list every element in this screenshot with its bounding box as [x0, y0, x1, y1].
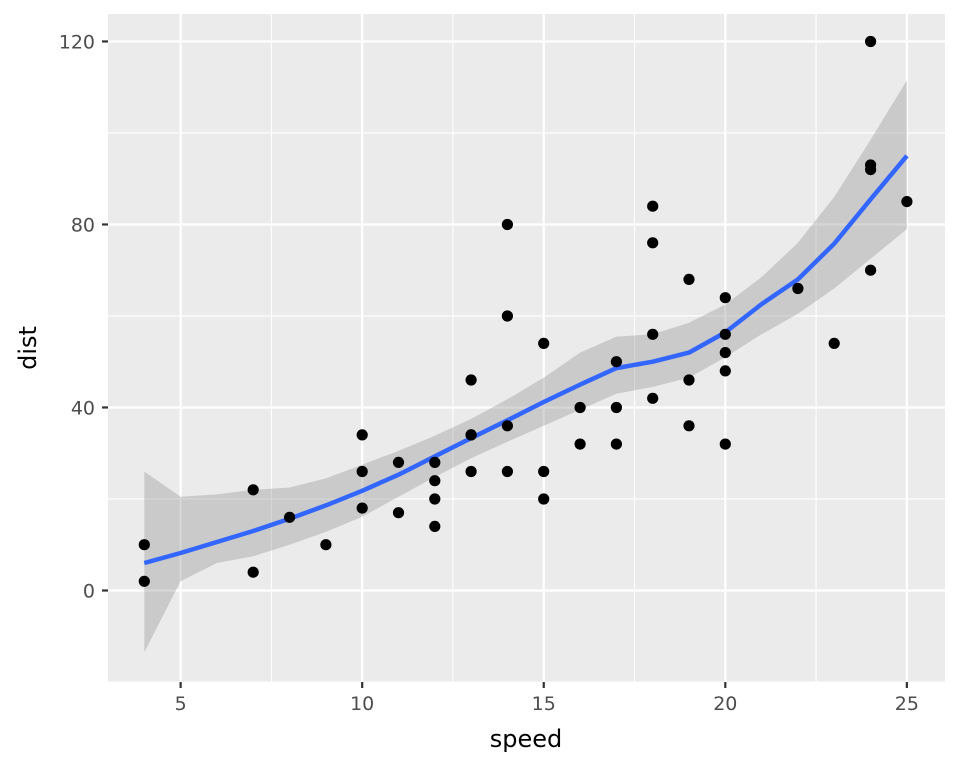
data-point — [719, 365, 731, 377]
data-point — [865, 264, 877, 276]
data-point — [465, 429, 477, 441]
data-point — [538, 465, 550, 478]
data-point — [719, 292, 731, 304]
x-tick-label: 25 — [895, 693, 919, 715]
data-point — [247, 484, 259, 496]
data-point — [501, 420, 513, 432]
x-tick-label: 20 — [713, 693, 737, 715]
data-point — [429, 520, 441, 533]
data-point — [865, 159, 877, 171]
x-tick-label: 5 — [175, 693, 187, 715]
data-point — [610, 438, 623, 450]
data-point — [429, 456, 441, 468]
data-point — [610, 401, 623, 414]
data-point — [356, 429, 368, 441]
data-point — [683, 273, 695, 285]
data-point — [138, 539, 150, 551]
data-point — [284, 511, 296, 523]
data-point — [901, 196, 913, 208]
data-point — [465, 374, 477, 386]
smooth-line — [143, 154, 909, 566]
data-point — [719, 438, 731, 450]
y-tick-label: 120 — [59, 31, 95, 53]
grid-minor — [108, 14, 945, 683]
data-point — [647, 237, 659, 249]
data-point — [392, 507, 405, 519]
plot-panel — [108, 14, 945, 682]
y-tick-label: 80 — [71, 214, 95, 236]
data-point — [647, 392, 659, 404]
data-point — [247, 566, 259, 578]
data-point — [356, 502, 368, 514]
data-point — [683, 420, 695, 432]
data-point — [828, 337, 840, 349]
x-axis: 5 10 15 20 25 — [175, 682, 919, 715]
data-point — [574, 401, 586, 414]
data-point — [538, 337, 550, 349]
x-tick-label: 15 — [532, 693, 556, 715]
data-point — [719, 347, 731, 359]
y-tick-label: 40 — [71, 397, 95, 419]
data-point — [647, 328, 659, 340]
grid-major — [108, 14, 945, 682]
data-point — [865, 35, 877, 48]
data-point — [574, 438, 586, 450]
x-axis-title: speed — [490, 725, 563, 753]
data-point — [429, 493, 441, 505]
data-point — [501, 310, 513, 322]
data-point — [719, 328, 731, 340]
data-point — [683, 374, 695, 386]
y-axis-title: dist — [14, 326, 42, 370]
data-point — [392, 456, 405, 468]
data-point — [465, 465, 477, 478]
data-point — [792, 282, 804, 295]
data-point — [138, 575, 150, 587]
confidence-band — [144, 80, 907, 653]
data-point — [538, 493, 550, 505]
data-point — [610, 356, 623, 368]
y-axis: 0 40 80 120 — [59, 31, 108, 602]
data-point — [429, 475, 441, 487]
data-point — [501, 218, 513, 231]
data-points — [138, 35, 913, 587]
data-point — [647, 200, 659, 212]
x-tick-label: 10 — [350, 693, 374, 715]
y-tick-label: 0 — [83, 580, 95, 602]
data-point — [356, 465, 368, 478]
data-point — [320, 539, 332, 551]
data-point — [501, 465, 513, 478]
